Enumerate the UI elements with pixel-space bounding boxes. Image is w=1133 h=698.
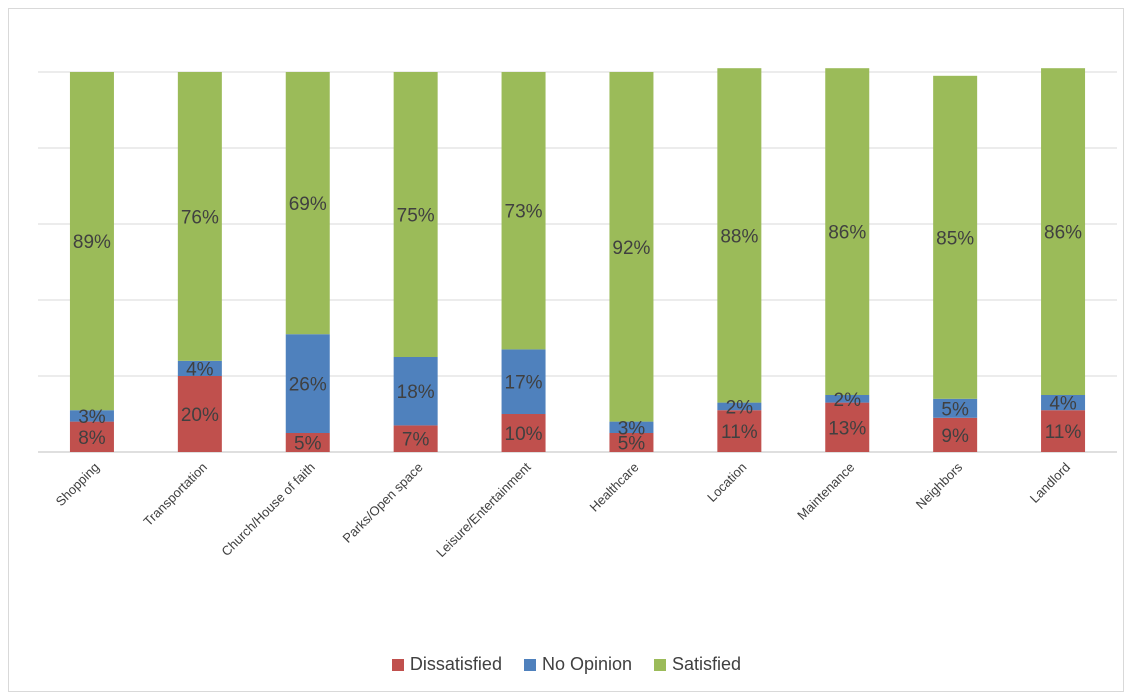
legend-label-no-opinion: No Opinion	[541, 654, 633, 674]
category-label: Leisure/Entertainment	[433, 459, 534, 560]
data-label: 9%	[941, 426, 969, 447]
data-label: 10%	[505, 424, 543, 445]
bar-segment-satisfied	[177, 72, 222, 361]
bar-segment-dissatisfied	[69, 421, 114, 452]
data-label: 3%	[78, 407, 106, 428]
data-label: 76%	[181, 207, 219, 228]
legend-item-dissatisfied: Dissatisfied	[391, 654, 502, 675]
bar-segment-no-opinion	[69, 410, 114, 422]
bar-segment-satisfied	[69, 72, 114, 411]
data-label: 7%	[402, 430, 430, 451]
bar-segment-satisfied	[933, 75, 978, 399]
data-label: 69%	[289, 194, 327, 215]
category-label: Transportation	[140, 460, 210, 530]
data-label: 75%	[397, 206, 435, 227]
bar-segment-no-opinion	[717, 402, 762, 411]
category-label: Maintenance	[794, 460, 857, 523]
data-label: 88%	[720, 226, 758, 247]
bar-segment-no-opinion	[609, 421, 654, 433]
bar-segment-dissatisfied	[177, 376, 222, 452]
data-label: 2%	[834, 390, 862, 411]
bar-segment-satisfied	[1041, 68, 1086, 395]
legend-item-no-opinion: No Opinion	[523, 654, 633, 675]
bar-segment-dissatisfied	[933, 417, 978, 452]
category-label: Healthcare	[587, 460, 642, 515]
bar-segment-dissatisfied	[609, 433, 654, 452]
data-label: 85%	[936, 228, 974, 249]
bar-segment-dissatisfied	[717, 410, 762, 452]
data-label: 26%	[289, 375, 327, 396]
legend-swatch-satisfied	[654, 658, 667, 671]
legend-swatch-no-opinion	[523, 658, 536, 671]
data-label: 2%	[726, 397, 754, 418]
legend-item-satisfied: Satisfied	[654, 654, 741, 675]
data-label: 92%	[612, 238, 650, 259]
bar-segment-dissatisfied	[825, 402, 870, 452]
bar-segment-satisfied	[285, 72, 330, 335]
bar-segment-dissatisfied	[393, 425, 438, 452]
data-label: 4%	[1049, 394, 1077, 415]
bars	[69, 68, 1086, 452]
data-label: 20%	[181, 405, 219, 426]
category-label: Location	[704, 460, 749, 505]
data-label: 5%	[618, 434, 646, 455]
data-label: 18%	[397, 382, 435, 403]
legend: Dissatisfied No Opinion Satisfied	[0, 654, 1133, 675]
data-label: 11%	[721, 422, 758, 443]
bar-segment-satisfied	[717, 68, 762, 403]
legend-label-dissatisfied: Dissatisfied	[409, 654, 502, 674]
data-label: 17%	[505, 373, 543, 394]
bar-segment-no-opinion	[825, 395, 870, 403]
legend-label-satisfied: Satisfied	[672, 654, 742, 674]
category-label: Neighbors	[913, 459, 966, 512]
stacked-bar-chart: 8%3%89%20%4%76%5%26%69%7%18%75%10%17%73%…	[38, 68, 1117, 560]
bar-segment-no-opinion	[501, 349, 546, 414]
bar-segment-dissatisfied	[501, 414, 546, 452]
data-label: 5%	[941, 399, 969, 420]
data-label: 11%	[1045, 422, 1082, 443]
segment-labels: 8%3%89%20%4%76%5%26%69%7%18%75%10%17%73%…	[73, 194, 1082, 454]
bar-segment-no-opinion	[393, 357, 438, 426]
bar-segment-no-opinion	[933, 398, 978, 418]
data-label: 86%	[1044, 223, 1082, 244]
category-label: Church/House of faith	[218, 460, 318, 560]
category-label: Shopping	[53, 460, 102, 509]
legend-swatch-dissatisfied	[391, 658, 404, 671]
data-label: 73%	[505, 202, 543, 223]
category-labels: Shopping Transportation Church/House of fa…	[53, 459, 1074, 560]
data-label: 89%	[73, 232, 111, 253]
bar-segment-no-opinion	[285, 334, 330, 433]
data-label: 13%	[828, 418, 866, 439]
bar-segment-no-opinion	[1041, 395, 1086, 411]
bar-segment-no-opinion	[177, 360, 222, 376]
bar-segment-dissatisfied	[1041, 410, 1086, 452]
bar-segment-dissatisfied	[285, 433, 330, 452]
category-label: Parks/Open space	[340, 460, 426, 546]
data-label: 4%	[186, 359, 214, 380]
bar-segment-satisfied	[501, 72, 546, 350]
category-label: Landlord	[1027, 460, 1073, 506]
bar-segment-satisfied	[825, 68, 870, 395]
bar-segment-satisfied	[609, 72, 654, 422]
data-label: 8%	[78, 428, 106, 449]
data-label: 3%	[618, 418, 646, 439]
data-label: 86%	[828, 223, 866, 244]
data-label: 5%	[294, 434, 322, 455]
bar-segment-satisfied	[393, 72, 438, 357]
